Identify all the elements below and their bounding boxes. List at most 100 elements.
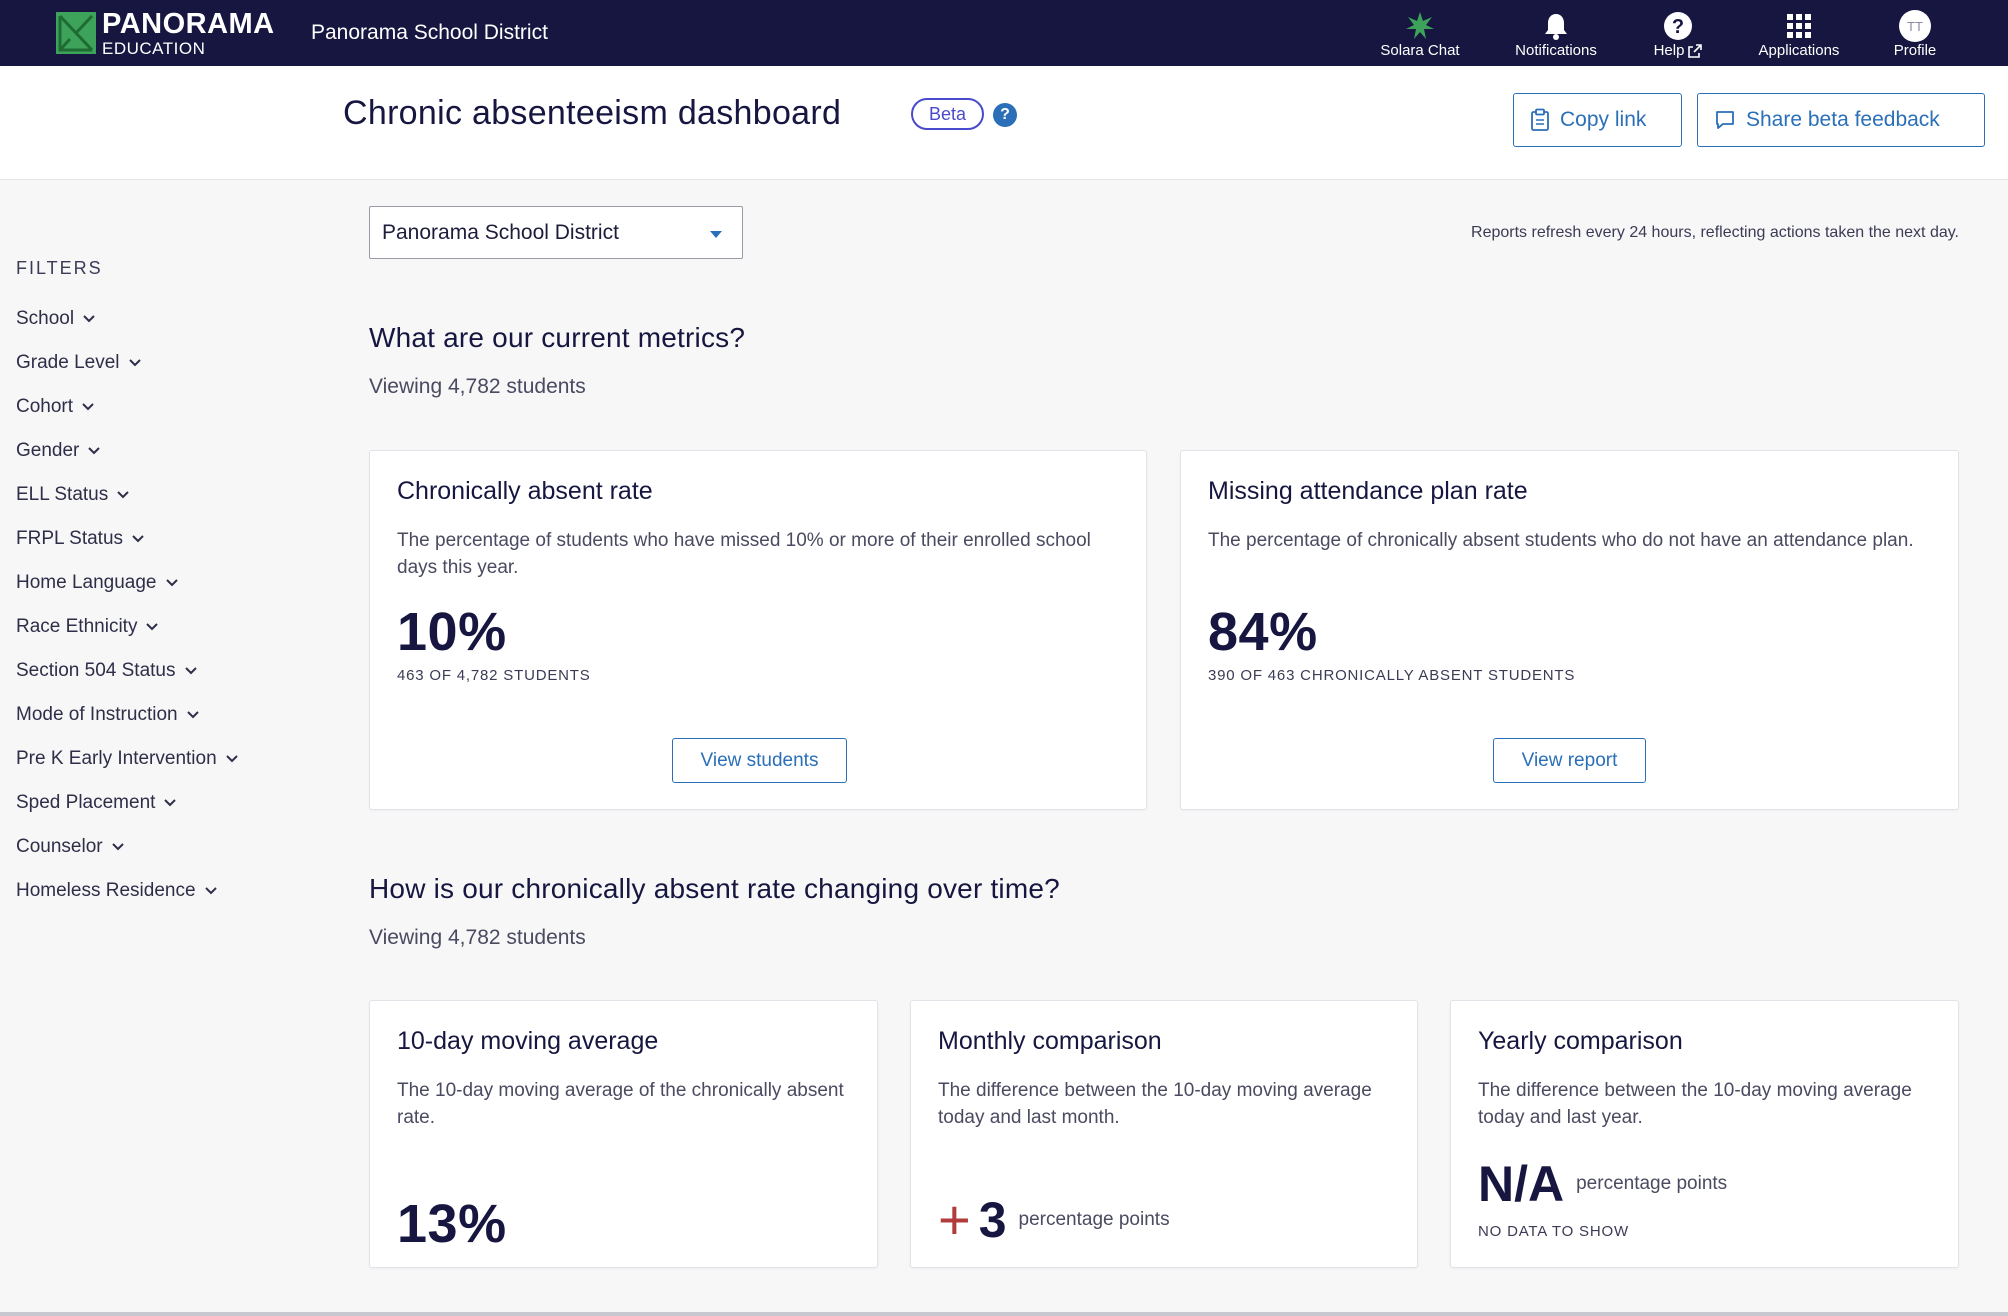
share-feedback-button[interactable]: Share beta feedback <box>1697 93 1985 147</box>
filters-title: FILTERS <box>16 258 103 278</box>
filter-item-label: Homeless Residence <box>16 880 196 901</box>
copy-link-button[interactable]: Copy link <box>1513 93 1682 147</box>
refresh-note: Reports refresh every 24 hours, reflecti… <box>1471 224 1959 241</box>
logo-subtitle: EDUCATION <box>102 38 206 58</box>
page-title: Chronic absenteeism dashboard <box>343 94 842 132</box>
card-title: 10-day moving average <box>397 1027 659 1055</box>
nav-applications[interactable]: Applications <box>1744 4 1854 62</box>
caret-down-icon <box>710 231 722 238</box>
clipboard-icon <box>1531 108 1549 131</box>
filter-item-label: Cohort <box>16 396 74 417</box>
nav-applications-label: Applications <box>1758 42 1840 59</box>
card-title: Chronically absent rate <box>397 477 653 505</box>
filter-item[interactable]: Pre K Early Intervention <box>16 737 239 781</box>
increase-plus-icon: + <box>938 1188 971 1251</box>
panorama-logo[interactable]: PANORAMA EDUCATION <box>56 7 275 58</box>
filter-item-label: Section 504 Status <box>16 660 176 681</box>
nav-solara-chat[interactable]: Solara Chat <box>1373 4 1467 62</box>
card-value: 10% <box>397 602 507 662</box>
filter-item[interactable]: Home Language <box>16 561 239 605</box>
chevron-down-icon <box>83 315 95 323</box>
grid-icon <box>1786 10 1812 42</box>
card-value: 13% <box>397 1194 507 1254</box>
filter-item[interactable]: Grade Level <box>16 341 239 385</box>
district-select[interactable]: Panorama School District <box>369 206 743 259</box>
card-description: The difference between the 10-day moving… <box>938 1080 1372 1128</box>
nav-help[interactable]: ? Help <box>1642 4 1714 62</box>
chronically-absent-rate-card: Chronically absent rate The percentage o… <box>369 450 1147 810</box>
district-select-value: Panorama School District <box>382 220 619 244</box>
chat-bubble-icon <box>1716 111 1734 129</box>
filter-item[interactable]: Cohort <box>16 385 239 429</box>
chevron-down-icon <box>132 535 144 543</box>
card-unit: percentage points <box>1018 1209 1170 1230</box>
card-value: N/A <box>1478 1156 1565 1212</box>
filter-item[interactable]: ELL Status <box>16 473 239 517</box>
bottom-edge <box>0 1312 2008 1316</box>
nav-notifications[interactable]: Notifications <box>1500 4 1612 62</box>
yearly-comparison-card: Yearly comparison The difference between… <box>1450 1000 1959 1268</box>
nav-solara-chat-label: Solara Chat <box>1380 42 1460 59</box>
filter-item[interactable]: Gender <box>16 429 239 473</box>
card-description: The difference between the 10-day moving… <box>1478 1080 1912 1128</box>
view-report-button[interactable]: View report <box>1493 738 1646 783</box>
filter-item-label: Gender <box>16 440 80 461</box>
filter-item-label: Mode of Instruction <box>16 704 178 725</box>
moving-average-card: 10-day moving average The 10-day moving … <box>369 1000 878 1268</box>
chevron-down-icon <box>225 755 238 763</box>
chevron-down-icon <box>146 623 159 631</box>
chevron-down-icon <box>128 359 141 367</box>
filter-item[interactable]: Mode of Instruction <box>16 693 239 737</box>
filter-item[interactable]: Sped Placement <box>16 781 239 825</box>
solara-star-icon <box>1405 10 1435 42</box>
chevron-down-icon <box>88 447 101 455</box>
section-current-metrics-viewing: Viewing 4,782 students <box>369 375 586 398</box>
card-subtext: NO DATA TO SHOW <box>1478 1223 1629 1240</box>
card-value: 84% <box>1208 602 1318 662</box>
chevron-down-icon <box>184 667 197 675</box>
section-current-metrics-title: What are our current metrics? <box>369 322 746 353</box>
nav-profile[interactable]: TT Profile <box>1880 4 1950 62</box>
avatar: TT <box>1899 10 1931 42</box>
view-students-button[interactable]: View students <box>672 738 847 783</box>
panorama-logo-icon <box>56 12 96 54</box>
logo-wordmark: PANORAMA <box>102 7 275 40</box>
chevron-down-icon <box>111 843 124 851</box>
help-icon: ? <box>1663 10 1693 42</box>
card-description: The percentage of chronically absent stu… <box>1208 530 1914 551</box>
filter-item[interactable]: Race Ethnicity <box>16 605 239 649</box>
copy-link-label: Copy link <box>1560 108 1647 131</box>
nav-district-name: Panorama School District <box>311 21 548 44</box>
filter-item[interactable]: Section 504 Status <box>16 649 239 693</box>
share-feedback-label: Share beta feedback <box>1746 108 1940 131</box>
missing-attendance-plan-card: Missing attendance plan rate The percent… <box>1180 450 1959 810</box>
chevron-down-icon <box>186 711 199 719</box>
filter-item-label: ELL Status <box>16 484 109 505</box>
chevron-down-icon <box>117 491 129 499</box>
card-title: Monthly comparison <box>938 1027 1162 1055</box>
nav-help-label: Help <box>1653 42 1685 59</box>
card-subtext: 463 OF 4,782 STUDENTS <box>397 667 591 684</box>
page-header: Chronic absenteeism dashboard Beta ? Cop… <box>0 66 2008 180</box>
section-over-time-viewing: Viewing 4,782 students <box>369 926 586 949</box>
filter-item-label: Grade Level <box>16 352 120 373</box>
beta-badge: Beta <box>911 98 984 130</box>
chevron-down-icon <box>204 887 217 895</box>
chevron-down-icon <box>164 799 177 807</box>
card-value: 3 <box>978 1192 1007 1248</box>
section-over-time-title: How is our chronically absent rate chang… <box>369 873 1060 904</box>
filter-item-label: Sped Placement <box>16 792 156 813</box>
card-unit: percentage points <box>1576 1173 1728 1194</box>
top-nav: PANORAMA EDUCATION Panorama School Distr… <box>0 0 2008 66</box>
filter-item-label: Race Ethnicity <box>16 616 138 637</box>
filter-item[interactable]: School <box>16 297 239 341</box>
dashboard-help-icon[interactable]: ? <box>993 103 1017 127</box>
filter-item-label: FRPL Status <box>16 528 124 549</box>
avatar-initials: TT <box>1907 18 1923 34</box>
filter-item[interactable]: FRPL Status <box>16 517 239 561</box>
chevron-down-icon <box>165 579 178 587</box>
nav-profile-label: Profile <box>1893 42 1937 59</box>
filter-item[interactable]: Homeless Residence <box>16 869 239 913</box>
chevron-down-icon <box>82 403 94 411</box>
filter-item[interactable]: Counselor <box>16 825 239 869</box>
